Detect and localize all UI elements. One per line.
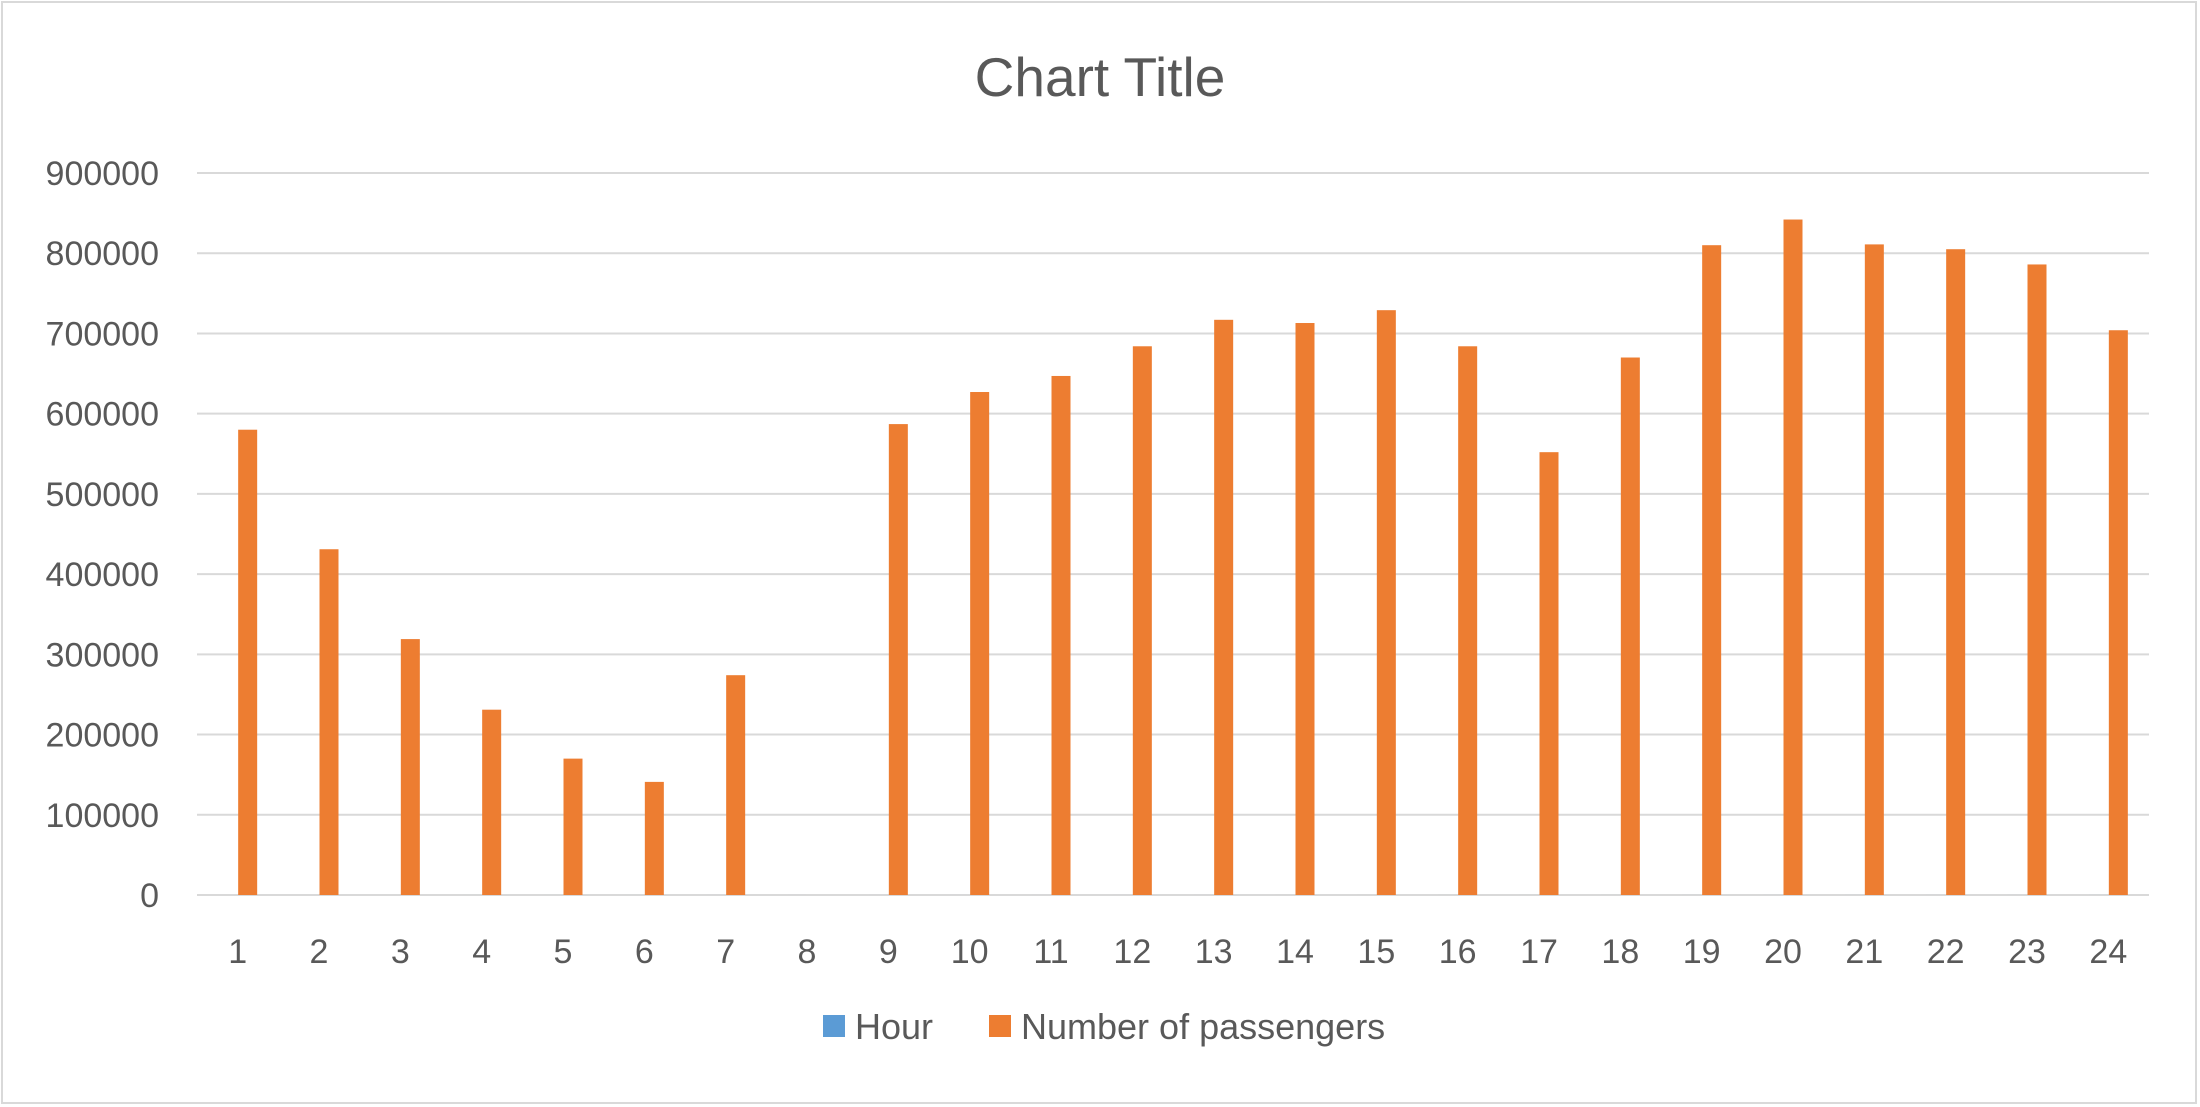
legend-label-passengers: Number of passengers [1021,1006,1385,1047]
gridlines [197,172,2149,896]
bar-passengers-23 [2027,264,2047,895]
bar-passengers-5 [563,758,583,895]
y-tick-label: 400000 [46,556,159,594]
bar-passengers-4 [482,709,502,895]
x-tick-label: 11 [1033,933,1068,971]
bar-passengers-17 [1539,452,1559,895]
legend-swatch-passengers [989,1015,1011,1037]
x-axis-tick-labels: 1 2 3 4 5 6 7 8 9 10 11 12 13 14 15 16 17 18 19 20 21 22 23 24 [228,933,2127,971]
x-tick-label: 8 [798,933,817,971]
bar-passengers-22 [1946,249,1966,895]
y-tick-label: 100000 [46,797,159,835]
x-tick-label: 6 [635,933,654,971]
bar-passengers-12 [1132,346,1152,895]
y-tick-label: 200000 [46,717,159,755]
x-tick-label: 13 [1195,933,1233,971]
y-tick-label: 600000 [46,396,159,434]
y-tick-label: 0 [140,877,159,915]
x-tick-label: 24 [2089,933,2127,971]
x-tick-label: 9 [879,933,898,971]
y-tick-label: 500000 [46,476,159,514]
bar-passengers-6 [644,781,664,895]
y-tick-label: 900000 [46,155,159,193]
legend: Hour Number of passengers [823,1006,1385,1047]
x-tick-label: 12 [1113,933,1151,971]
x-tick-label: 23 [2008,933,2046,971]
x-tick-label: 1 [228,933,247,971]
bar-passengers-16 [1458,346,1478,895]
x-tick-label: 22 [1927,933,1965,971]
bar-passengers-20 [1783,219,1803,896]
bar-passengers-13 [1214,319,1234,896]
bar-passengers-9 [888,424,908,895]
bar-passengers-19 [1702,245,1722,895]
y-axis-tick-labels: 0 100000 200000 300000 400000 500000 600000 700… [46,155,159,915]
x-tick-label: 5 [554,933,573,971]
bar-passengers-14 [1295,323,1315,895]
bar-passengers-11 [1051,375,1071,895]
x-tick-label: 21 [1845,933,1883,971]
x-tick-label: 15 [1357,933,1395,971]
x-tick-label: 2 [310,933,329,971]
x-tick-label: 4 [472,933,491,971]
bar-passengers-21 [1864,244,1884,896]
y-tick-label: 300000 [46,636,159,674]
chart-svg: 0 100000 200000 300000 400000 500000 600000 700… [46,46,2149,1047]
bar-passengers-24 [2108,330,2128,895]
bar-passengers-18 [1620,357,1640,895]
legend-label-hour: Hour [855,1006,933,1047]
x-tick-label: 18 [1601,933,1639,971]
y-tick-label: 800000 [46,235,159,273]
legend-swatch-hour [823,1015,845,1037]
x-tick-label: 20 [1764,933,1802,971]
x-tick-label: 19 [1683,933,1721,971]
bar-passengers-2 [319,549,339,895]
x-tick-label: 7 [716,933,735,971]
x-tick-label: 14 [1276,933,1314,971]
bar-passengers-3 [400,639,420,895]
x-tick-label: 17 [1520,933,1558,971]
y-tick-label: 700000 [46,315,159,353]
chart-title: Chart Title [975,46,1226,108]
bar-passengers-1 [238,429,258,895]
bar-passengers-10 [970,392,990,895]
x-tick-label: 16 [1439,933,1477,971]
x-tick-label: 10 [951,933,989,971]
bars [218,219,2128,896]
bar-passengers-7 [726,675,746,895]
bar-passengers-15 [1376,310,1396,895]
x-tick-label: 3 [391,933,410,971]
